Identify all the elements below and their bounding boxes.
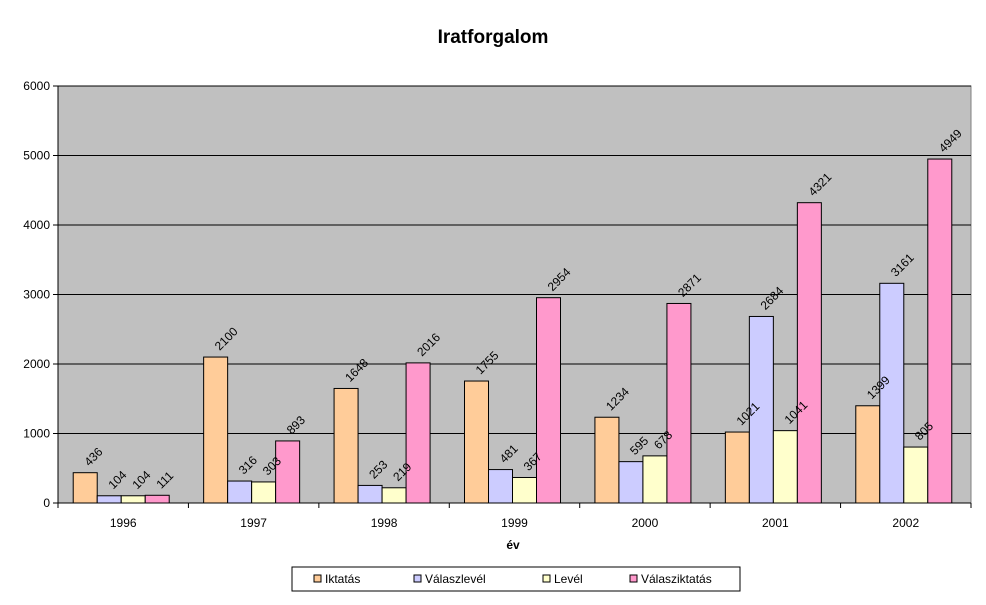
y-tick-label: 5000 bbox=[23, 149, 50, 163]
bar bbox=[772, 430, 798, 504]
bar bbox=[72, 472, 98, 504]
bar bbox=[666, 302, 692, 504]
legend-label: Válaszlevél bbox=[425, 572, 486, 586]
bar bbox=[927, 158, 953, 504]
bar bbox=[120, 495, 146, 504]
y-tick-label: 4000 bbox=[23, 218, 50, 232]
bar bbox=[724, 431, 750, 504]
bars-layer bbox=[72, 158, 953, 504]
bar bbox=[144, 494, 170, 504]
legend-swatch bbox=[413, 574, 422, 583]
bar bbox=[203, 356, 229, 504]
x-tick-label: 1996 bbox=[110, 516, 137, 530]
bar bbox=[227, 480, 253, 504]
bar bbox=[879, 282, 905, 504]
bar bbox=[855, 405, 881, 504]
x-tick-label: 1999 bbox=[501, 516, 528, 530]
y-tick-label: 1000 bbox=[23, 427, 50, 441]
x-tick-label: 2001 bbox=[762, 516, 789, 530]
axes-layer: 0 1000 2000 3000 4000 5000 6000 1996 1997 1998 199… bbox=[23, 79, 972, 530]
bar bbox=[903, 446, 929, 504]
legend-swatch bbox=[313, 574, 322, 583]
y-tick-label: 0 bbox=[43, 496, 50, 510]
y-tick-label: 3000 bbox=[23, 288, 50, 302]
x-tick-label: 1997 bbox=[240, 516, 267, 530]
plot-area bbox=[57, 85, 972, 504]
bar bbox=[405, 362, 431, 504]
bar bbox=[333, 387, 359, 504]
bar bbox=[594, 416, 620, 504]
legend-swatch bbox=[629, 574, 638, 583]
x-tick-label: 1998 bbox=[371, 516, 398, 530]
legend-label: Levél bbox=[554, 572, 583, 586]
bar bbox=[488, 469, 513, 504]
legend-label: Iktatás bbox=[325, 572, 360, 586]
y-tick-label: 2000 bbox=[23, 357, 50, 371]
bar bbox=[642, 455, 668, 504]
legend: Iktatás Válaszlevél Levél Válasziktatás bbox=[291, 566, 741, 592]
legend-box bbox=[291, 566, 741, 592]
legend-swatch bbox=[542, 574, 551, 583]
chart-title: Iratforgalom bbox=[438, 27, 549, 48]
legend-label: Válasziktatás bbox=[641, 572, 712, 586]
bar bbox=[357, 484, 383, 504]
bar bbox=[796, 202, 822, 504]
bar bbox=[512, 476, 537, 504]
x-axis-title: év bbox=[506, 538, 520, 552]
bar bbox=[381, 487, 407, 504]
bar bbox=[536, 297, 561, 504]
x-tick-label: 2000 bbox=[632, 516, 659, 530]
bar bbox=[275, 440, 301, 504]
x-tick-label: 2002 bbox=[892, 516, 919, 530]
bar bbox=[618, 461, 644, 504]
bar bbox=[464, 380, 489, 504]
y-tick-label: 6000 bbox=[23, 79, 50, 93]
bar bbox=[96, 495, 122, 504]
bar bbox=[251, 481, 277, 504]
